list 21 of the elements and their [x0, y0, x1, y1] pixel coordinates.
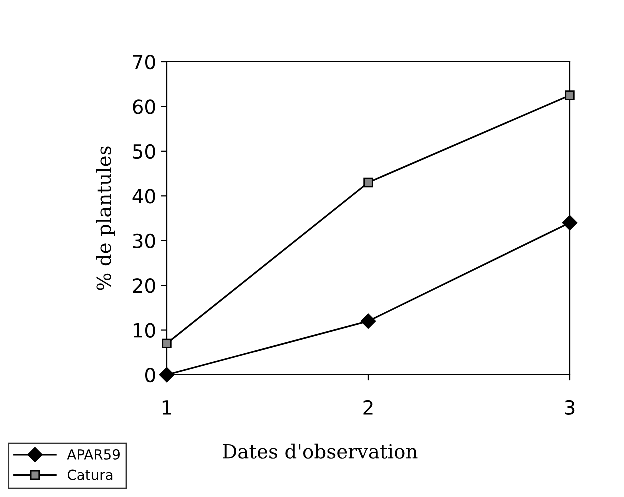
point — [565, 90, 575, 100]
y-tick-label: 30 — [133, 234, 156, 249]
point — [562, 215, 578, 231]
y-tick-label: 50 — [133, 144, 156, 160]
legend-label: Catura — [68, 470, 113, 480]
x-tick-label: 2 — [364, 400, 373, 415]
y-tick-label: 60 — [133, 100, 156, 114]
legend-label: APAR59 — [67, 449, 120, 460]
x-tick-label: 3 — [565, 400, 575, 416]
y-tick-label: 10 — [134, 323, 156, 338]
y-tick-label: 0 — [145, 368, 156, 383]
point — [360, 314, 376, 329]
y-axis-title: % de plantules — [96, 146, 116, 290]
x-tick-label: 1 — [162, 400, 172, 415]
x-axis-title: Dates d'observation — [223, 444, 418, 459]
y-tick-label: 70 — [133, 54, 156, 70]
y-tick-label: 40 — [132, 189, 156, 204]
point — [159, 367, 175, 383]
point — [162, 338, 172, 349]
y-tick-label: 20 — [133, 278, 156, 294]
point — [364, 178, 374, 188]
